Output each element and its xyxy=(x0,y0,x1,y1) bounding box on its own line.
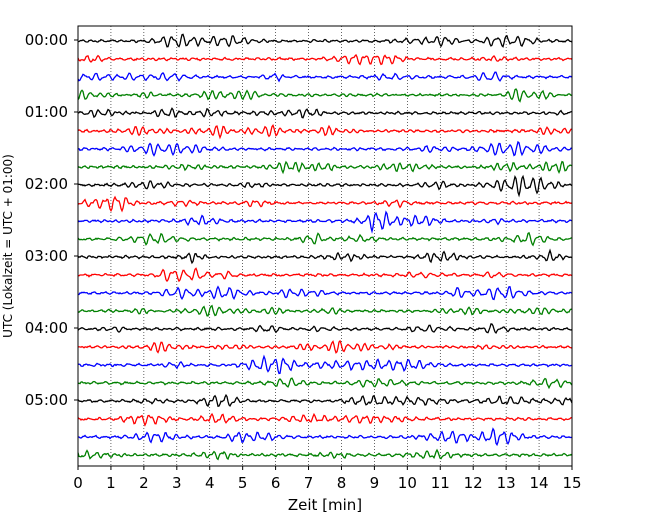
x-tick-label: 15 xyxy=(562,474,581,492)
trace-line xyxy=(77,412,573,427)
x-tick-label: 7 xyxy=(304,474,314,492)
plot-frame xyxy=(77,25,573,467)
trace-line xyxy=(77,323,573,335)
x-tick-label: 9 xyxy=(370,474,380,492)
x-tick-label: 13 xyxy=(497,474,516,492)
x-tick-label: 10 xyxy=(398,474,417,492)
trace-line xyxy=(77,107,573,119)
x-tick-label: 12 xyxy=(464,474,483,492)
y-axis: 00:00 01:00 02:00 03:00 04:00 05:00 xyxy=(25,31,78,409)
trace-line xyxy=(77,160,573,175)
x-tick-label: 4 xyxy=(205,474,215,492)
trace-line xyxy=(77,267,573,283)
trace-line xyxy=(77,71,573,83)
grid-lines xyxy=(110,26,540,466)
trace-line xyxy=(77,140,573,157)
x-tick-label: 3 xyxy=(172,474,182,492)
x-tick-label: 1 xyxy=(106,474,116,492)
trace-line xyxy=(77,88,573,103)
trace-line xyxy=(77,123,573,140)
y-tick-label: 03:00 xyxy=(25,247,68,265)
x-axis: 0 1 2 3 4 5 6 7 8 9 10 11 12 13 14 15 xyxy=(73,466,582,492)
y-tick-label: 05:00 xyxy=(25,391,68,409)
x-tick-label: 0 xyxy=(73,474,83,492)
y-tick-label: 00:00 xyxy=(25,31,68,49)
x-tick-label: 8 xyxy=(337,474,347,492)
trace-line xyxy=(77,53,573,66)
x-tick-label: 2 xyxy=(139,474,149,492)
y-tick-label: 04:00 xyxy=(25,319,68,337)
trace-line xyxy=(77,354,573,375)
x-tick-label: 11 xyxy=(431,474,450,492)
trace-line xyxy=(77,285,573,301)
trace-line xyxy=(77,377,573,390)
traces xyxy=(77,33,573,461)
trace-line xyxy=(77,427,573,447)
trace-line xyxy=(77,304,573,317)
y-axis-label: UTC (Lokalzeit = UTC + 01:00) xyxy=(1,154,15,338)
trace-line xyxy=(77,339,573,354)
x-tick-label: 6 xyxy=(271,474,281,492)
trace-line xyxy=(77,231,573,247)
trace-line xyxy=(77,248,573,265)
trace-line xyxy=(77,33,573,48)
y-tick-label: 01:00 xyxy=(25,103,68,121)
trace-line xyxy=(77,195,573,213)
trace-line xyxy=(77,210,573,234)
trace-line xyxy=(77,448,573,461)
x-axis-label: Zeit [min] xyxy=(288,496,362,514)
x-tick-label: 5 xyxy=(238,474,248,492)
x-tick-label: 14 xyxy=(530,474,549,492)
trace-line xyxy=(77,393,573,408)
trace-line xyxy=(77,174,573,198)
y-tick-label: 02:00 xyxy=(25,175,68,193)
